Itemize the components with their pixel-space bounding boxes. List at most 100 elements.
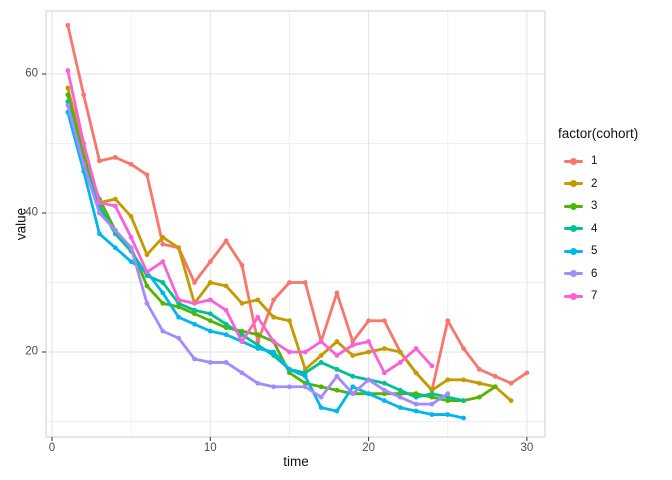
legend-item-cohort-3: 3 (558, 198, 638, 214)
series-point-cohort-6 (239, 370, 245, 376)
series-point-cohort-1 (160, 241, 166, 247)
series-point-cohort-7 (334, 353, 340, 358)
series-point-cohort-7 (302, 349, 308, 355)
series-point-cohort-7 (97, 200, 102, 205)
series-point-cohort-7 (81, 141, 87, 146)
legend-item-cohort-4: 4 (558, 221, 638, 237)
series-point-cohort-1 (461, 346, 466, 351)
series-point-cohort-2 (287, 318, 292, 324)
legend-item-cohort-2: 2 (558, 176, 638, 192)
legend-items: 1 2 3 4 5 6 7 (558, 153, 638, 304)
series-point-cohort-1 (223, 238, 229, 244)
legend-key-icon (564, 266, 583, 282)
x-axis-title: time (283, 454, 309, 469)
series-point-cohort-6 (207, 360, 213, 365)
series-point-cohort-6 (429, 401, 435, 407)
series-point-cohort-4 (302, 370, 308, 376)
series-point-cohort-7 (192, 300, 197, 306)
series-point-cohort-2 (318, 353, 324, 358)
legend-key-icon (564, 153, 583, 169)
series-point-cohort-7 (413, 346, 419, 351)
series-point-cohort-1 (192, 280, 197, 285)
series-point-cohort-1 (81, 92, 87, 98)
series-point-cohort-2 (350, 353, 356, 358)
series-point-cohort-1 (239, 262, 245, 268)
series-point-cohort-6 (81, 161, 87, 167)
series-point-cohort-6 (366, 377, 371, 383)
series-point-cohort-4 (334, 366, 340, 372)
series-point-cohort-7 (255, 314, 261, 320)
legend-key-dot (570, 180, 577, 187)
series-point-cohort-5 (302, 373, 308, 379)
series-point-cohort-6 (223, 360, 229, 365)
legend-key-icon (564, 221, 583, 237)
legend-label: 1 (591, 155, 598, 167)
series-point-cohort-6 (397, 394, 403, 400)
series-point-cohort-2 (207, 280, 213, 285)
series-point-cohort-7 (160, 259, 166, 265)
series-point-cohort-7 (112, 203, 118, 209)
series-point-cohort-3 (318, 384, 324, 390)
series-point-cohort-1 (350, 339, 356, 344)
legend-key-dot (570, 157, 577, 165)
series-point-cohort-5 (271, 349, 277, 355)
series-point-cohort-7 (176, 297, 182, 303)
legend-label: 6 (591, 267, 598, 280)
series-point-cohort-6 (334, 373, 340, 379)
series-point-cohort-7 (239, 339, 245, 344)
series-point-cohort-7 (350, 342, 356, 348)
series-point-cohort-3 (65, 92, 71, 98)
series-point-cohort-1 (492, 373, 498, 379)
series-point-cohort-5 (160, 290, 166, 296)
series-point-cohort-5 (382, 398, 387, 404)
series-point-cohort-2 (477, 380, 482, 386)
legend-key-dot (570, 270, 577, 277)
series-point-cohort-3 (287, 370, 292, 376)
series-point-cohort-4 (223, 321, 229, 327)
series-point-cohort-6 (287, 384, 292, 390)
series-point-cohort-5 (176, 314, 182, 320)
series-point-cohort-5 (255, 346, 261, 351)
legend-title: factor(cohort) (558, 126, 639, 141)
legend-key-icon (564, 243, 583, 259)
series-point-cohort-7 (318, 339, 324, 344)
series-point-cohort-2 (271, 314, 277, 320)
series-point-cohort-1 (97, 158, 102, 164)
series-point-cohort-2 (366, 349, 371, 355)
series-point-cohort-7 (207, 297, 213, 303)
legend-key-icon (564, 198, 583, 214)
series-point-cohort-3 (176, 304, 182, 310)
series-point-cohort-3 (382, 391, 387, 397)
series-point-cohort-5 (287, 366, 292, 372)
series-point-cohort-5 (112, 245, 118, 251)
series-point-cohort-6 (144, 300, 150, 306)
series-point-cohort-5 (318, 405, 324, 410)
series-point-cohort-2 (144, 252, 150, 258)
legend-label: 5 (591, 245, 598, 257)
series-point-cohort-5 (429, 412, 435, 417)
series-point-cohort-5 (397, 405, 403, 410)
series-point-cohort-4 (176, 300, 182, 306)
series-point-cohort-2 (413, 370, 419, 376)
series-point-cohort-1 (524, 370, 530, 376)
series-point-cohort-1 (128, 161, 134, 167)
series-point-cohort-2 (445, 377, 451, 383)
series-point-cohort-7 (287, 349, 292, 355)
legend-key-dot (570, 292, 577, 300)
series-point-cohort-6 (97, 210, 102, 216)
series-point-cohort-4 (429, 391, 435, 397)
series-point-cohort-3 (192, 311, 197, 317)
series-point-cohort-6 (318, 394, 324, 400)
series-point-cohort-5 (223, 332, 229, 338)
series-line-cohort-5 (66, 110, 465, 420)
series-point-cohort-6 (271, 384, 277, 390)
series-point-cohort-7 (128, 234, 134, 240)
series-point-cohort-1 (445, 318, 451, 324)
series-point-cohort-2 (239, 300, 245, 306)
series-point-cohort-3 (477, 394, 482, 400)
series-point-cohort-4 (397, 387, 403, 393)
y-tick-label: 60 (25, 67, 38, 80)
series-point-cohort-5 (128, 259, 134, 265)
series-point-cohort-6 (176, 335, 182, 341)
